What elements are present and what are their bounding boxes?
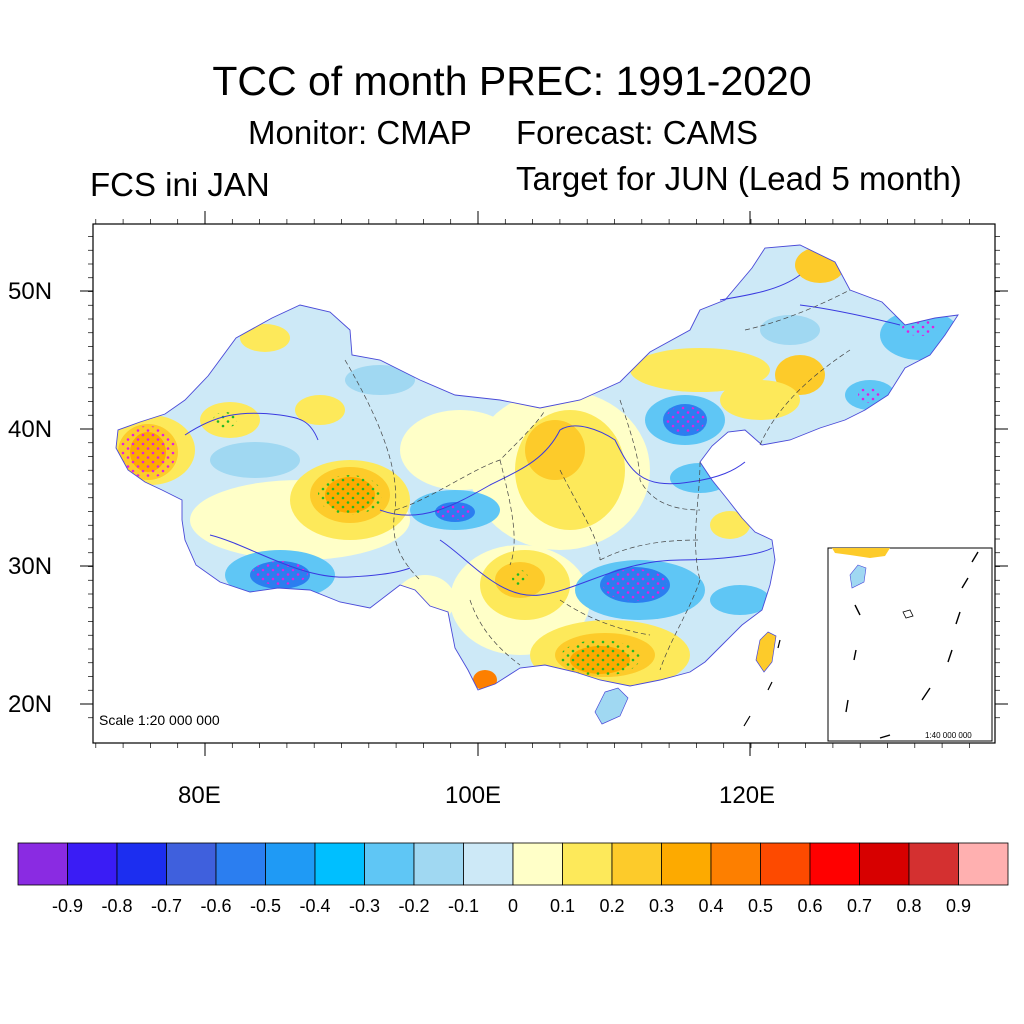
colorbar-swatch <box>215 842 266 886</box>
colorbar-swatch <box>809 842 860 886</box>
colorbar-label: -0.5 <box>249 896 282 916</box>
forecast-label: Forecast: CAMS <box>516 114 759 151</box>
colorbar-label: 0.7 <box>846 896 873 916</box>
colorbar-label: -0.6 <box>200 896 232 916</box>
colorbar-label: 0 <box>507 896 518 916</box>
colorbar-swatch <box>958 842 1009 886</box>
colorbar-label: 0.9 <box>945 896 972 916</box>
province-borders <box>344 289 851 671</box>
colorbar-swatch <box>265 842 316 886</box>
scale-main-label: Scale 1:20 000 000 <box>99 712 220 728</box>
colorbar-swatch <box>710 842 761 886</box>
nine-dash-line <box>845 551 979 739</box>
colorbar-label: 0.8 <box>896 896 922 916</box>
colorbar-swatch <box>17 842 68 886</box>
init-label: FCS ini JAN <box>90 166 270 203</box>
colorbar-label: 0.3 <box>648 896 675 916</box>
colorbar-swatch <box>67 842 118 886</box>
lat-label-40n: 40N <box>8 416 53 443</box>
colorbar-label: -0.8 <box>101 896 133 916</box>
colorbar-label: 0.6 <box>797 896 823 916</box>
lat-label-20n: 20N <box>8 691 53 718</box>
colorbar-swatch <box>116 842 167 886</box>
inset-hainan <box>849 564 867 589</box>
lat-label-30n: 30N <box>8 553 53 580</box>
colorbar-swatch <box>364 842 415 886</box>
colorbar-label: -0.3 <box>348 896 381 916</box>
colorbar-label: -0.4 <box>299 896 331 916</box>
colorbar-swatch <box>908 842 959 886</box>
colorbar-label: -0.2 <box>398 896 430 916</box>
chart-title: TCC of month PREC: 1991-2020 <box>212 58 812 104</box>
rivers <box>184 274 901 596</box>
colorbar-swatch <box>760 842 811 886</box>
colorbar-swatch <box>314 842 365 886</box>
lon-label-120e: 120E <box>719 782 776 809</box>
colorbar-swatch <box>611 842 662 886</box>
inset-coast <box>832 548 890 558</box>
minor-ticks <box>88 219 1000 748</box>
colorbar-swatch <box>859 842 910 886</box>
colorbar-swatch <box>413 842 464 886</box>
colorbar-label: -0.9 <box>51 896 84 916</box>
taiwan-island <box>755 631 777 673</box>
hainan-island <box>594 687 629 725</box>
colorbar-swatch <box>661 842 712 886</box>
colorbar-swatch <box>512 842 563 886</box>
colorbar-swatch <box>166 842 217 886</box>
lon-label-80e: 80E <box>178 782 221 809</box>
colorbar-label: -0.7 <box>150 896 183 916</box>
target-label: Target for JUN (Lead 5 month) <box>516 160 962 197</box>
colorbar-label: -0.1 <box>447 896 480 916</box>
monitor-label: Monitor: CMAP <box>248 114 472 151</box>
colorbar-label: 0.4 <box>698 896 724 916</box>
lat-label-50n: 50N <box>8 278 53 305</box>
lon-label-100e: 100E <box>445 782 502 809</box>
colorbar-label: 0.5 <box>747 896 774 916</box>
scale-inset-label: 1:40 000 000 <box>925 731 972 740</box>
colorbar-label: 0.1 <box>549 896 576 916</box>
colorbar-swatch <box>463 842 514 886</box>
colorbar-label: 0.2 <box>599 896 625 916</box>
colorbar-swatch <box>562 842 613 886</box>
colorbar <box>17 842 1009 886</box>
